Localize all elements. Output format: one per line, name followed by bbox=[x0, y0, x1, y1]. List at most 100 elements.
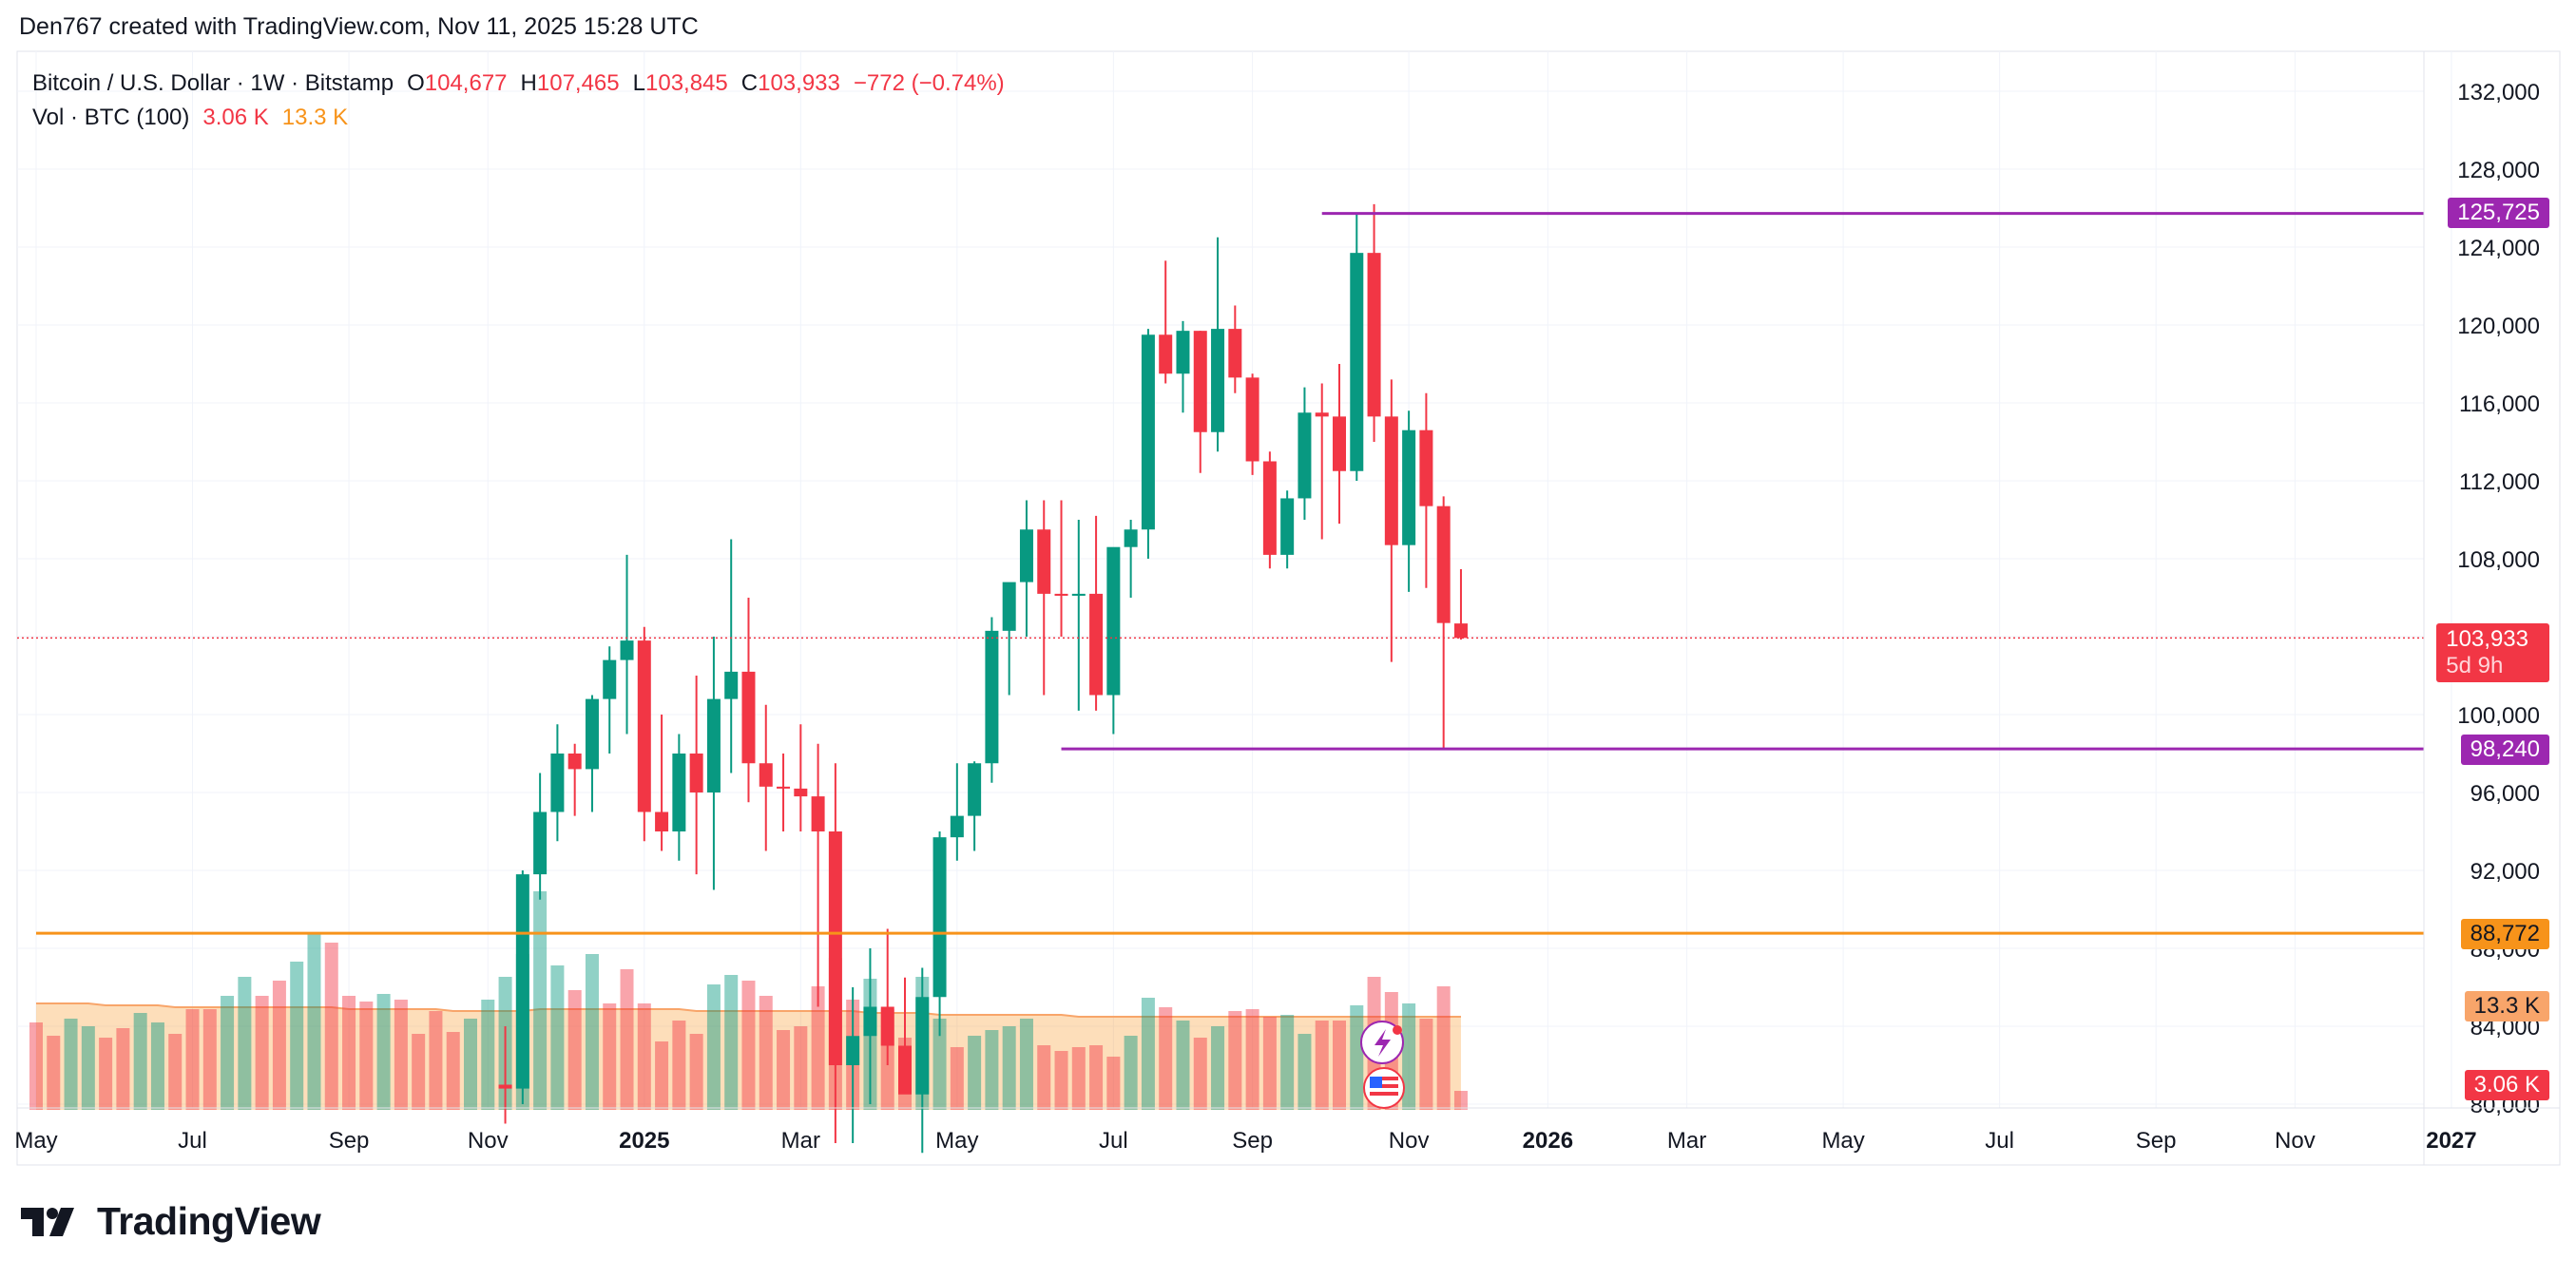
candle-body bbox=[1402, 430, 1416, 545]
volume-bar bbox=[1089, 1045, 1104, 1110]
y-tick-label: 116,000 bbox=[2459, 391, 2540, 417]
y-tick-label: 132,000 bbox=[2457, 80, 2540, 105]
close-label: C bbox=[740, 70, 759, 96]
orange-line-price-tag[interactable]: 88,772 bbox=[2460, 919, 2549, 949]
candle-body bbox=[1298, 412, 1312, 499]
candle-body bbox=[1071, 593, 1086, 596]
volume-bar bbox=[689, 1034, 703, 1110]
volume-bar bbox=[550, 965, 565, 1110]
candles[interactable] bbox=[498, 203, 1468, 1154]
tradingview-logo-text: TradingView bbox=[97, 1199, 321, 1243]
y-tick-label: 92,000 bbox=[2470, 859, 2540, 885]
volume-bar bbox=[290, 962, 304, 1110]
x-tick-label: Sep bbox=[1232, 1128, 1273, 1154]
candle-body bbox=[1193, 331, 1207, 432]
volume-value: 3.06 K bbox=[202, 105, 269, 130]
x-tick-label: 2025 bbox=[619, 1128, 669, 1154]
candle-body bbox=[1333, 416, 1346, 471]
candle-body bbox=[759, 763, 773, 787]
candle-body bbox=[1019, 529, 1033, 582]
candle-body bbox=[1367, 253, 1381, 417]
candle-body bbox=[915, 997, 930, 1095]
candle-body bbox=[828, 831, 842, 1065]
axes: 132,000 128,000 124,000 120,000 116,000 112,0… bbox=[14, 80, 2540, 1154]
volume-bar bbox=[585, 954, 599, 1110]
volume-bar bbox=[1402, 1003, 1416, 1110]
resistance-price-tag[interactable]: 125,725 bbox=[2448, 198, 2549, 228]
volume-bar bbox=[1019, 1019, 1033, 1110]
x-tick-label: Sep bbox=[2136, 1128, 2177, 1154]
volume-bar bbox=[1436, 986, 1451, 1110]
volume-bar bbox=[1159, 1007, 1173, 1110]
volume-bar bbox=[1106, 1057, 1121, 1110]
candle-body bbox=[603, 659, 617, 699]
volume-bar bbox=[185, 1009, 200, 1110]
y-tick-label: 112,000 bbox=[2459, 469, 2540, 495]
candle-body bbox=[1037, 529, 1051, 594]
low-label: L bbox=[632, 70, 645, 96]
volume-label[interactable]: Vol · BTC (100) bbox=[32, 105, 190, 130]
symbol-name[interactable]: Bitcoin / U.S. Dollar · 1W · Bitstamp bbox=[32, 70, 394, 96]
volume-ma-tag: 13.3 K bbox=[2464, 991, 2549, 1021]
candle-body bbox=[1280, 498, 1295, 555]
x-tick-label: May bbox=[935, 1128, 978, 1154]
volume-bar bbox=[1054, 1051, 1068, 1110]
candle-body bbox=[515, 874, 529, 1089]
candle-body bbox=[1054, 593, 1068, 596]
candle-body bbox=[1106, 546, 1121, 696]
horizontal-lines[interactable] bbox=[17, 212, 2424, 935]
candle-body bbox=[932, 837, 947, 998]
candle-body bbox=[863, 1006, 877, 1037]
x-tick-label: May bbox=[14, 1128, 57, 1154]
volume-bar bbox=[221, 996, 235, 1110]
volume-bar bbox=[1419, 1019, 1433, 1110]
lightning-icon[interactable] bbox=[1360, 1021, 1404, 1064]
volume-ma-value: 13.3 K bbox=[281, 105, 349, 130]
volume-bar bbox=[811, 986, 825, 1110]
candle-body bbox=[655, 811, 669, 831]
volume-ma-line bbox=[36, 1002, 1461, 1018]
volume-bar bbox=[29, 1022, 43, 1110]
volume-bar bbox=[1071, 1047, 1086, 1110]
volume-last-tag: 3.06 K bbox=[2464, 1070, 2549, 1100]
volume-bar bbox=[1002, 1026, 1016, 1110]
volume-bar bbox=[672, 1021, 686, 1110]
volume-bar bbox=[637, 1003, 651, 1110]
candle-body bbox=[724, 671, 739, 699]
volume-bar bbox=[1333, 1021, 1346, 1110]
x-tick-label: Mar bbox=[1667, 1128, 1706, 1154]
volume-bar bbox=[324, 943, 338, 1110]
change-value: −772 (−0.74%) bbox=[853, 70, 1005, 96]
x-tick-label: Mar bbox=[781, 1128, 820, 1154]
volume-bar bbox=[150, 1022, 164, 1110]
candle-body bbox=[1211, 329, 1225, 432]
candle-body bbox=[1315, 412, 1329, 417]
volume-bar bbox=[64, 1019, 78, 1110]
x-tick-label: May bbox=[1821, 1128, 1864, 1154]
us-flag-icon[interactable] bbox=[1363, 1067, 1405, 1109]
tradingview-logo[interactable]: TradingView bbox=[21, 1199, 321, 1244]
support-price-tag[interactable]: 98,240 bbox=[2460, 735, 2549, 765]
volume-bar bbox=[168, 1034, 183, 1110]
volume-bar bbox=[1315, 1021, 1329, 1110]
candle-body bbox=[1384, 416, 1398, 545]
last-price-tag: 103,933 5d 9h bbox=[2436, 623, 2549, 682]
volume-bar bbox=[794, 1026, 808, 1110]
candle-body bbox=[950, 815, 964, 838]
countdown-value: 5d 9h bbox=[2446, 653, 2504, 678]
volume-bar bbox=[394, 1000, 408, 1110]
high-label: H bbox=[520, 70, 537, 96]
candle-body bbox=[567, 754, 582, 770]
volume-bar bbox=[99, 1038, 113, 1110]
volume-bar bbox=[464, 1019, 477, 1110]
volume-ma-area bbox=[36, 1003, 1461, 1110]
y-tick-label: 96,000 bbox=[2470, 781, 2540, 807]
low-value: 103,845 bbox=[645, 70, 728, 96]
candle-body bbox=[794, 788, 808, 797]
y-tick-label: 124,000 bbox=[2457, 236, 2540, 261]
volume-bar bbox=[446, 1032, 460, 1110]
candle-body bbox=[1159, 334, 1173, 374]
volume-bar bbox=[706, 984, 721, 1110]
volume-bar bbox=[376, 994, 391, 1110]
